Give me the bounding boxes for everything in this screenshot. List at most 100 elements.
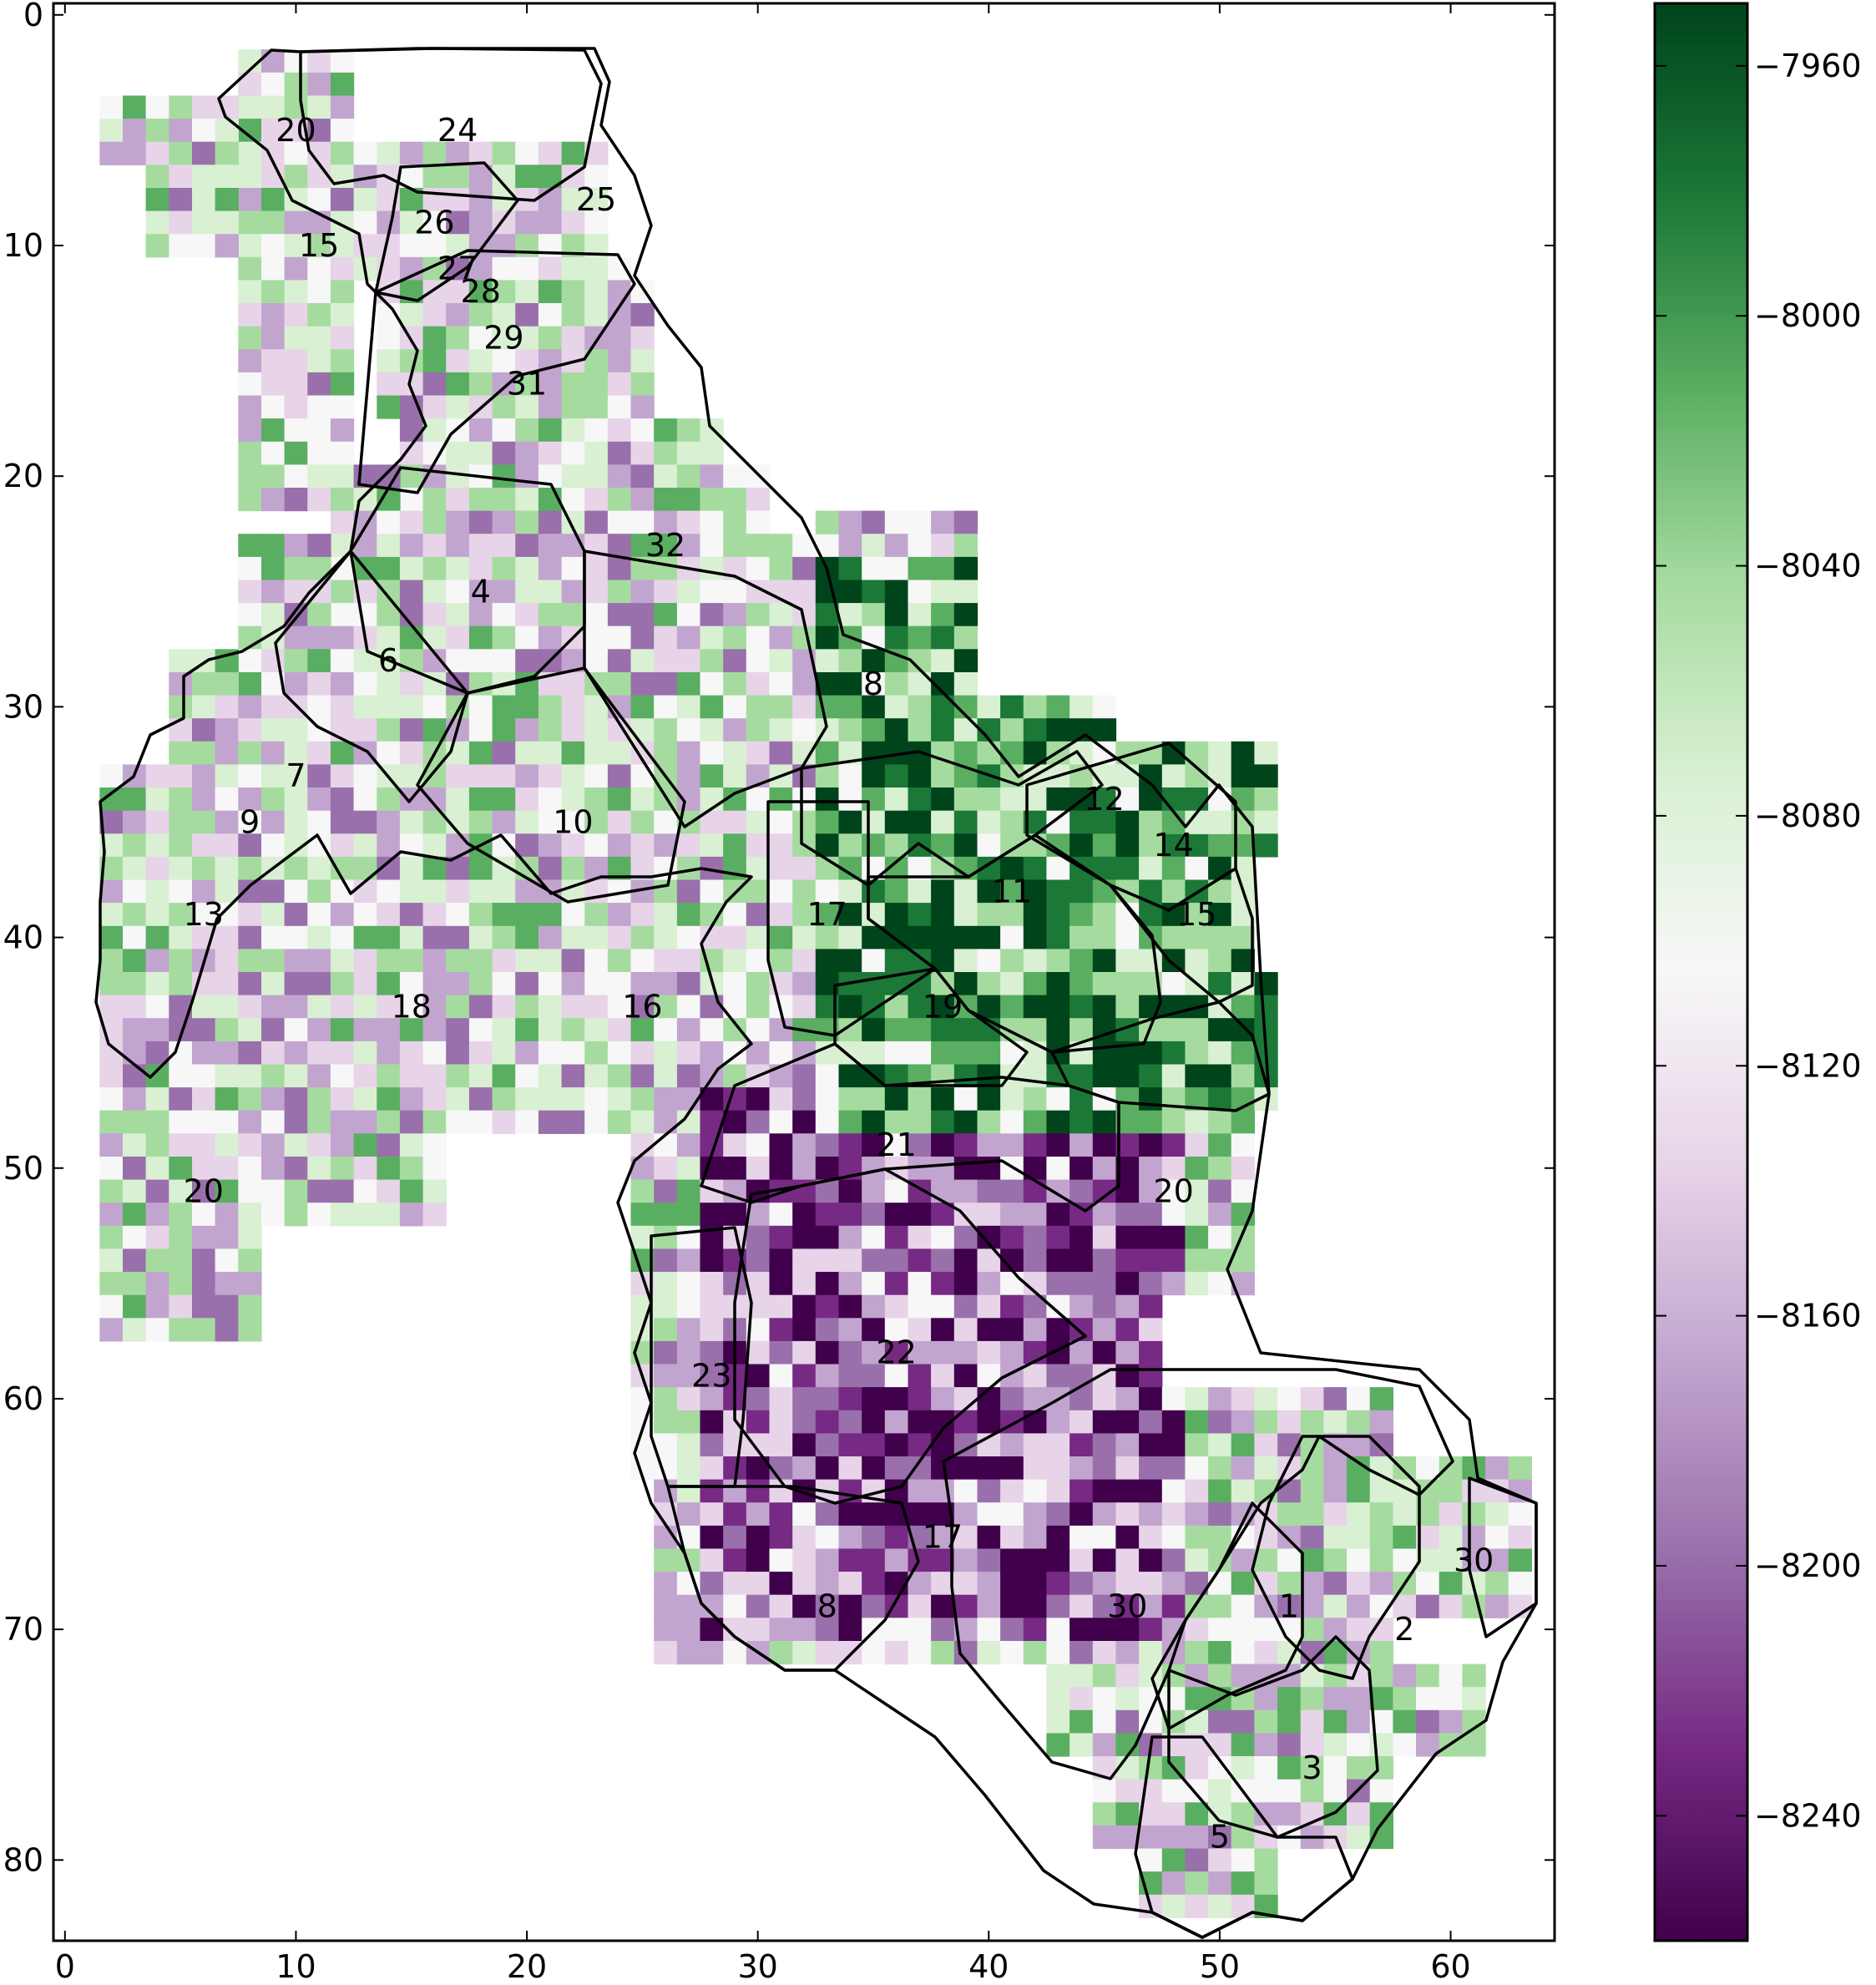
heatmap-cell bbox=[145, 925, 169, 949]
heatmap-cell bbox=[515, 210, 539, 235]
heatmap-cell bbox=[723, 649, 747, 673]
heatmap-cell bbox=[238, 764, 262, 788]
heatmap-cell bbox=[1185, 1848, 1209, 1872]
heatmap-cell bbox=[607, 833, 632, 858]
heatmap-cell bbox=[261, 718, 286, 742]
heatmap-cell bbox=[1277, 1525, 1302, 1550]
heatmap-cell bbox=[1023, 1225, 1048, 1249]
heatmap-cell bbox=[515, 949, 539, 973]
heatmap-cell bbox=[468, 718, 493, 742]
heatmap-cell bbox=[838, 903, 862, 927]
heatmap-cell bbox=[815, 787, 840, 812]
heatmap-cell bbox=[192, 1041, 216, 1066]
heatmap-cell bbox=[330, 1110, 355, 1134]
heatmap-cell bbox=[1300, 1387, 1324, 1411]
heatmap-cell bbox=[630, 810, 655, 834]
heatmap-cell bbox=[908, 1041, 932, 1066]
heatmap-cell bbox=[330, 95, 355, 119]
plot-frame bbox=[52, 2, 1556, 1942]
heatmap-cell bbox=[908, 718, 932, 742]
heatmap-cell bbox=[1254, 833, 1278, 858]
heatmap-cell bbox=[330, 603, 355, 627]
heatmap-cell bbox=[1023, 1064, 1048, 1088]
heatmap-cell bbox=[1023, 1525, 1048, 1550]
heatmap-cell bbox=[515, 1041, 539, 1066]
heatmap-cell bbox=[792, 972, 817, 996]
heatmap-cell bbox=[792, 1525, 817, 1550]
heatmap-cell bbox=[838, 1294, 862, 1319]
heatmap-cell bbox=[769, 925, 793, 949]
heatmap-cell bbox=[584, 488, 609, 512]
heatmap-cell bbox=[862, 603, 886, 627]
heatmap-cell bbox=[584, 556, 609, 581]
heatmap-cell bbox=[862, 1110, 886, 1134]
heatmap-cell bbox=[561, 141, 585, 165]
heatmap-cell bbox=[792, 949, 817, 973]
heatmap-cell bbox=[676, 672, 701, 696]
heatmap-cell bbox=[1439, 1663, 1463, 1688]
heatmap-cell bbox=[422, 372, 447, 397]
heatmap-cell bbox=[862, 672, 886, 696]
heatmap-cell bbox=[192, 1133, 216, 1157]
heatmap-cell bbox=[238, 1110, 262, 1134]
heatmap-cell bbox=[515, 649, 539, 673]
heatmap-cell bbox=[238, 1018, 262, 1042]
x-tick-label: 20 bbox=[507, 1948, 547, 1985]
heatmap-cell bbox=[307, 280, 331, 304]
heatmap-cell bbox=[446, 488, 470, 512]
region-contour bbox=[1150, 1501, 1304, 1730]
heatmap-cell bbox=[123, 925, 147, 949]
heatmap-cell bbox=[99, 1157, 124, 1181]
heatmap-cell bbox=[1508, 1502, 1532, 1527]
heatmap-cell bbox=[330, 580, 355, 604]
heatmap-cell bbox=[977, 1203, 1001, 1227]
heatmap-cell bbox=[1185, 1456, 1209, 1481]
heatmap-cell bbox=[1347, 1525, 1371, 1550]
heatmap-cell bbox=[654, 1618, 678, 1642]
heatmap-cell bbox=[1115, 833, 1140, 858]
heatmap-cell bbox=[977, 1479, 1001, 1503]
heatmap-cell bbox=[1092, 903, 1117, 927]
heatmap-cell bbox=[422, 418, 447, 443]
heatmap-cell bbox=[769, 1502, 793, 1527]
heatmap-cell bbox=[261, 1179, 286, 1203]
heatmap-cell bbox=[792, 1387, 817, 1411]
heatmap-cell bbox=[1139, 1087, 1163, 1111]
heatmap-cell bbox=[654, 464, 678, 489]
heatmap-cell bbox=[584, 395, 609, 419]
heatmap-cell bbox=[1115, 1709, 1140, 1734]
heatmap-cell bbox=[931, 1433, 955, 1457]
heatmap-cell bbox=[1046, 856, 1070, 881]
heatmap-cell bbox=[1369, 1433, 1393, 1457]
heatmap-cell bbox=[1161, 1572, 1186, 1596]
heatmap-cell bbox=[977, 1179, 1001, 1203]
heatmap-cell bbox=[769, 649, 793, 673]
heatmap-cell bbox=[884, 510, 909, 534]
heatmap-cell bbox=[676, 1618, 701, 1642]
heatmap-cell bbox=[1092, 1157, 1117, 1181]
heatmap-cell bbox=[261, 349, 286, 373]
heatmap-cell bbox=[1046, 1594, 1070, 1618]
heatmap-cell bbox=[538, 280, 563, 304]
heatmap-cell bbox=[1369, 1687, 1393, 1711]
heatmap-cell bbox=[1231, 1756, 1255, 1780]
heatmap-cell bbox=[215, 995, 239, 1019]
heatmap-cell bbox=[862, 534, 886, 558]
heatmap-cell bbox=[145, 1110, 169, 1134]
heatmap-cell bbox=[1046, 1663, 1070, 1688]
heatmap-cell bbox=[1000, 810, 1024, 834]
region-label: 5 bbox=[1210, 1819, 1230, 1856]
heatmap-cell bbox=[1115, 856, 1140, 881]
heatmap-cell bbox=[1231, 1618, 1255, 1642]
heatmap-cell bbox=[468, 280, 493, 304]
heatmap-cell bbox=[862, 718, 886, 742]
heatmap-cell bbox=[468, 141, 493, 165]
heatmap-cell bbox=[931, 603, 955, 627]
heatmap-cell bbox=[908, 1387, 932, 1411]
heatmap-cell bbox=[1323, 1779, 1348, 1803]
heatmap-cell bbox=[838, 1203, 862, 1227]
heatmap-cell bbox=[307, 879, 331, 904]
heatmap-cell bbox=[1161, 1064, 1186, 1088]
heatmap-cell bbox=[1185, 1203, 1209, 1227]
heatmap-cell bbox=[1161, 1456, 1186, 1481]
